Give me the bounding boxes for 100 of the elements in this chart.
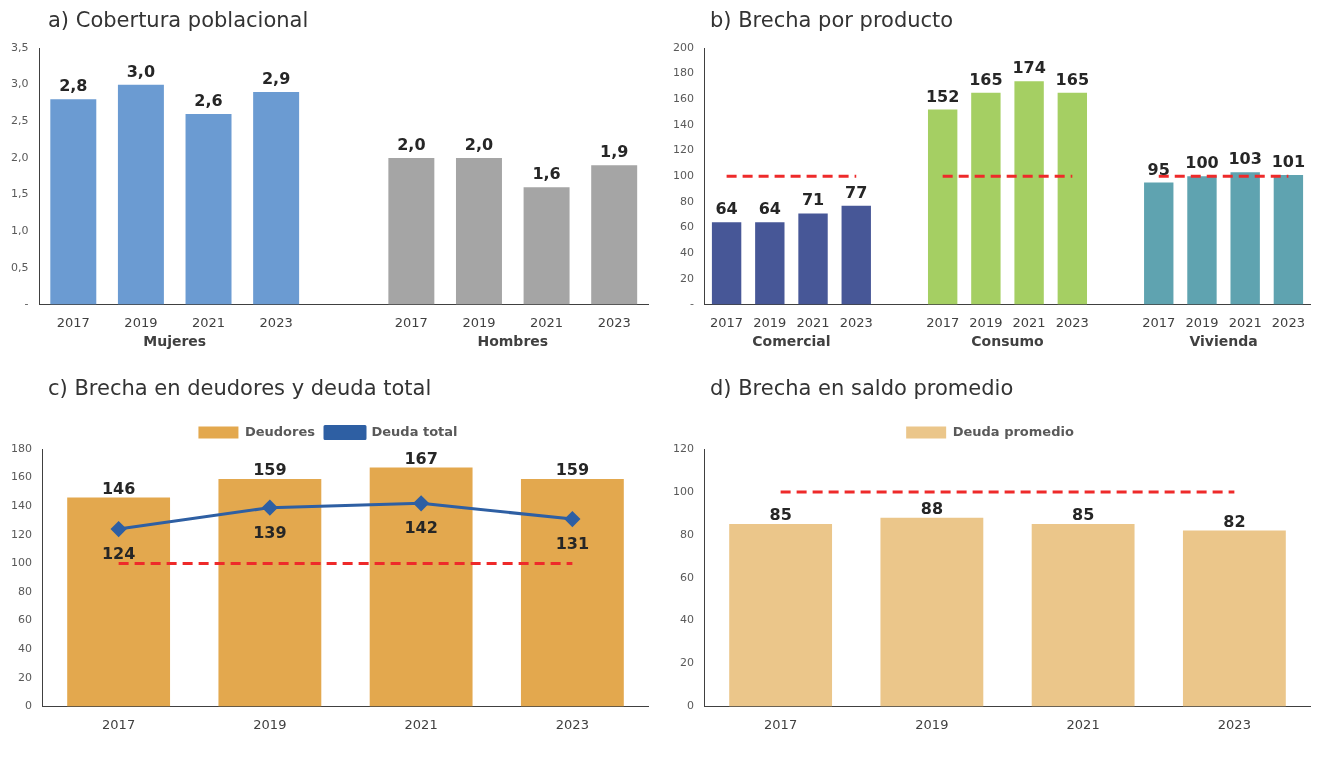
bar [253, 91, 300, 305]
y-tick-label: 20 [18, 670, 32, 684]
y-tick-label: 80 [680, 527, 694, 541]
bar [185, 113, 232, 305]
x-tick-label: 2019 [462, 314, 496, 330]
y-tick-label: 120 [11, 527, 32, 541]
bar [388, 157, 435, 305]
data-label: 64 [715, 199, 738, 219]
x-tick-label: 2023 [1055, 314, 1089, 330]
data-label: 77 [845, 182, 868, 202]
bar [1187, 176, 1217, 305]
x-tick-label: 2017 [764, 716, 798, 732]
y-tick-label: 40 [18, 642, 32, 656]
y-tick-label: 140 [673, 117, 694, 131]
y-tick-label: 100 [11, 556, 32, 570]
bar [1182, 530, 1286, 707]
data-label: 71 [801, 190, 825, 210]
x-tick-label: 2017 [1142, 314, 1176, 330]
data-label: 139 [253, 522, 287, 542]
data-label: 159 [555, 460, 590, 480]
data-label: 159 [253, 460, 287, 480]
y-tick-label: 0 [687, 699, 694, 713]
point [111, 521, 127, 537]
x-tick-label: 2021 [796, 314, 830, 330]
chart-title: a) Cobertura poblacional [47, 8, 310, 34]
y-tick-label: 180 [11, 441, 32, 455]
x-tick-label: 2023 [555, 716, 589, 732]
text: Vivienda [1189, 333, 1258, 350]
x-tick-label: 2017 [926, 314, 960, 330]
data-label: 2,8 [59, 76, 88, 96]
y-tick-label: 1,5 [10, 187, 29, 201]
bar [369, 467, 473, 707]
bar [841, 205, 871, 305]
bar [591, 165, 638, 305]
bar [455, 157, 502, 305]
x-tick-label: 2023 [597, 314, 631, 330]
y-tick-label: 3,0 [10, 77, 29, 91]
x-tick-label: 2021 [404, 716, 438, 732]
bar [880, 517, 984, 707]
x-tick-label: 2023 [1271, 314, 1305, 330]
bar [927, 109, 958, 305]
y-tick-label: 60 [680, 570, 694, 584]
data-label: 142 [404, 518, 438, 538]
x-tick-label: 2017 [394, 314, 428, 330]
x-tick-label: 2017 [56, 314, 90, 330]
x-tick-label: 2019 [969, 314, 1003, 330]
y-tick-label: 200 [673, 40, 694, 54]
bar [1230, 172, 1260, 305]
x-tick-label: 2021 [1228, 314, 1262, 330]
bar [1144, 182, 1174, 305]
bar [755, 222, 785, 305]
y-tick-label: 40 [680, 245, 694, 259]
y-tick-label: - [24, 297, 29, 311]
x-tick-label: 2021 [1066, 716, 1100, 732]
x-tick-label: 2023 [839, 314, 873, 330]
x-tick-label: 2017 [710, 314, 744, 330]
y-tick-label: 40 [680, 613, 694, 627]
chart-title: b) Brecha por producto [709, 8, 955, 34]
bar [729, 524, 833, 707]
x-tick-label: 2021 [1012, 314, 1046, 330]
bar [67, 497, 171, 707]
bar [50, 99, 97, 305]
x-tick-label: 2021 [530, 314, 564, 330]
x-tick-label: 2019 [253, 716, 287, 732]
y-tick-label: 20 [680, 271, 694, 285]
y-tick-label: 3,5 [10, 40, 29, 54]
bar [1031, 524, 1135, 707]
bar [1014, 81, 1044, 305]
x-tick-label: 2023 [259, 314, 293, 330]
x-tick-label: 2021 [191, 314, 226, 330]
data-label: 82 [1223, 511, 1246, 531]
text: Consumo [971, 333, 1045, 350]
point [262, 500, 278, 516]
text: Mujeres [143, 333, 207, 350]
data-label: 1,9 [600, 142, 629, 162]
y-tick-label: 60 [680, 220, 694, 234]
chart-title: d) Brecha en saldo promedio [709, 376, 1015, 402]
chart-title: c) Brecha en deudores y deuda total [47, 376, 433, 402]
data-label: 2,0 [464, 134, 494, 154]
x-tick-label: 2023 [1217, 716, 1251, 732]
data-label: 165 [969, 69, 1003, 89]
data-label: 103 [1228, 149, 1262, 169]
data-label: 174 [1012, 58, 1046, 78]
text: Hombres [477, 333, 549, 350]
x-tick-label: 2019 [915, 716, 949, 732]
x-tick-label: 2017 [102, 716, 136, 732]
data-label: 85 [769, 505, 792, 525]
x-tick-label: 2019 [124, 314, 158, 330]
y-tick-label: 100 [673, 484, 694, 498]
text: Comercial [752, 333, 831, 350]
legend-label: Deuda total [371, 423, 458, 439]
legend-label: Deuda promedio [952, 423, 1074, 439]
legend-label: Deudores [244, 423, 316, 439]
data-label: 2,9 [261, 68, 291, 88]
data-label: 152 [925, 86, 960, 106]
bar [798, 213, 828, 305]
bar [523, 187, 570, 305]
data-label: 1,6 [532, 164, 561, 184]
data-label: 64 [758, 199, 781, 219]
data-label: 85 [1071, 505, 1095, 525]
